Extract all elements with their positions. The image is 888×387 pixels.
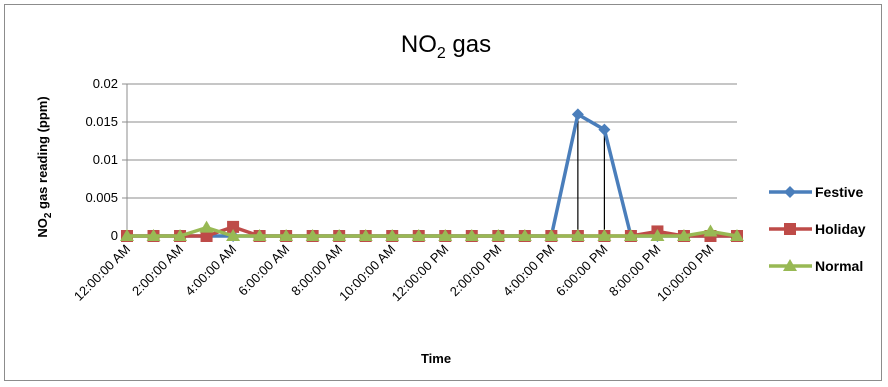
series-festive [121, 108, 743, 242]
x-tick-label: 8:00:00 AM [288, 242, 345, 299]
data-point-normal [464, 229, 479, 241]
x-tick-label: 12:00:00 PM [389, 242, 452, 305]
y-axis-title-main: NO [35, 218, 50, 238]
legend-marker [784, 186, 796, 198]
legend-item-holiday: Holiday [769, 221, 866, 237]
y-tick-label: 0.01 [93, 152, 118, 167]
x-axis-title: Time [421, 351, 451, 366]
x-tick-label: 2:00:00 PM [447, 242, 505, 300]
y-tick-label: 0.015 [85, 114, 118, 129]
data-point-normal [730, 229, 744, 241]
legend-marker [784, 223, 796, 235]
legend-label: Festive [815, 184, 863, 200]
x-tick-label: 10:00:00 PM [654, 242, 717, 305]
x-tick-label: 4:00:00 AM [182, 242, 239, 299]
gridlines [122, 83, 737, 240]
data-point-normal [517, 229, 532, 241]
drop-lines [205, 114, 712, 236]
data-point-festive [571, 108, 584, 121]
chart-title-main: NO [401, 31, 437, 58]
chart-frame [4, 4, 882, 381]
data-point-holiday [200, 230, 213, 242]
x-tick-label: 6:00:00 PM [553, 242, 611, 300]
x-tick-label: 4:00:00 PM [500, 242, 558, 300]
data-point-normal [332, 229, 347, 241]
data-point-normal [385, 229, 400, 241]
data-point-normal [411, 229, 426, 241]
data-point-normal [226, 229, 241, 241]
data-point-normal [491, 229, 506, 241]
x-tick-label: 2:00:00 AM [129, 242, 186, 299]
legend-label: Holiday [815, 221, 866, 237]
chart-title-rest: gas [446, 31, 491, 58]
x-tick-label: 6:00:00 AM [235, 242, 292, 299]
legend-label: Normal [815, 258, 863, 274]
data-point-normal [252, 229, 267, 241]
series-normal [120, 220, 744, 241]
data-point-normal [597, 229, 612, 241]
data-point-normal [173, 229, 188, 241]
x-tick-labels: 12:00:00 AM2:00:00 AM4:00:00 AM6:00:00 A… [71, 242, 717, 305]
data-point-normal [544, 229, 559, 241]
y-tick-labels: 0 0.005 0.01 0.015 0.02 [85, 76, 118, 243]
x-tick-label: 8:00:00 PM [606, 242, 664, 300]
series-line-festive [127, 112, 737, 238]
x-tick-label: 12:00:00 AM [71, 242, 133, 304]
y-axis-title: NO2 gas reading (ppm) [35, 96, 54, 237]
chart-title: NO2 gas [401, 31, 491, 62]
data-point-normal [358, 229, 373, 241]
legend-item-normal: Normal [769, 258, 863, 274]
y-tick-label: 0 [111, 228, 118, 243]
data-point-normal [570, 229, 585, 241]
data-point-normal [305, 229, 320, 241]
y-axis-title-rest: gas reading (ppm) [35, 96, 50, 212]
series-line-normal [127, 225, 738, 238]
legend: Festive Holiday Normal [769, 184, 866, 274]
data-point-normal [650, 229, 665, 241]
y-tick-label: 0.02 [93, 76, 118, 91]
data-point-festive [598, 123, 611, 136]
legend-item-festive: Festive [769, 184, 863, 200]
data-point-normal [623, 229, 638, 241]
chart-title-subscript: 2 [437, 45, 446, 62]
series-group [120, 108, 744, 242]
legend-marker [783, 259, 797, 271]
data-point-normal [279, 229, 294, 241]
data-point-holiday [227, 220, 240, 233]
y-axis-title-subscript: 2 [43, 212, 54, 218]
y-tick-label: 0.005 [85, 190, 118, 205]
data-point-normal [120, 229, 134, 241]
data-point-normal [438, 229, 453, 241]
data-point-normal [146, 229, 161, 241]
data-point-normal [703, 224, 718, 237]
data-point-normal [676, 229, 691, 241]
data-point-normal [199, 220, 214, 233]
